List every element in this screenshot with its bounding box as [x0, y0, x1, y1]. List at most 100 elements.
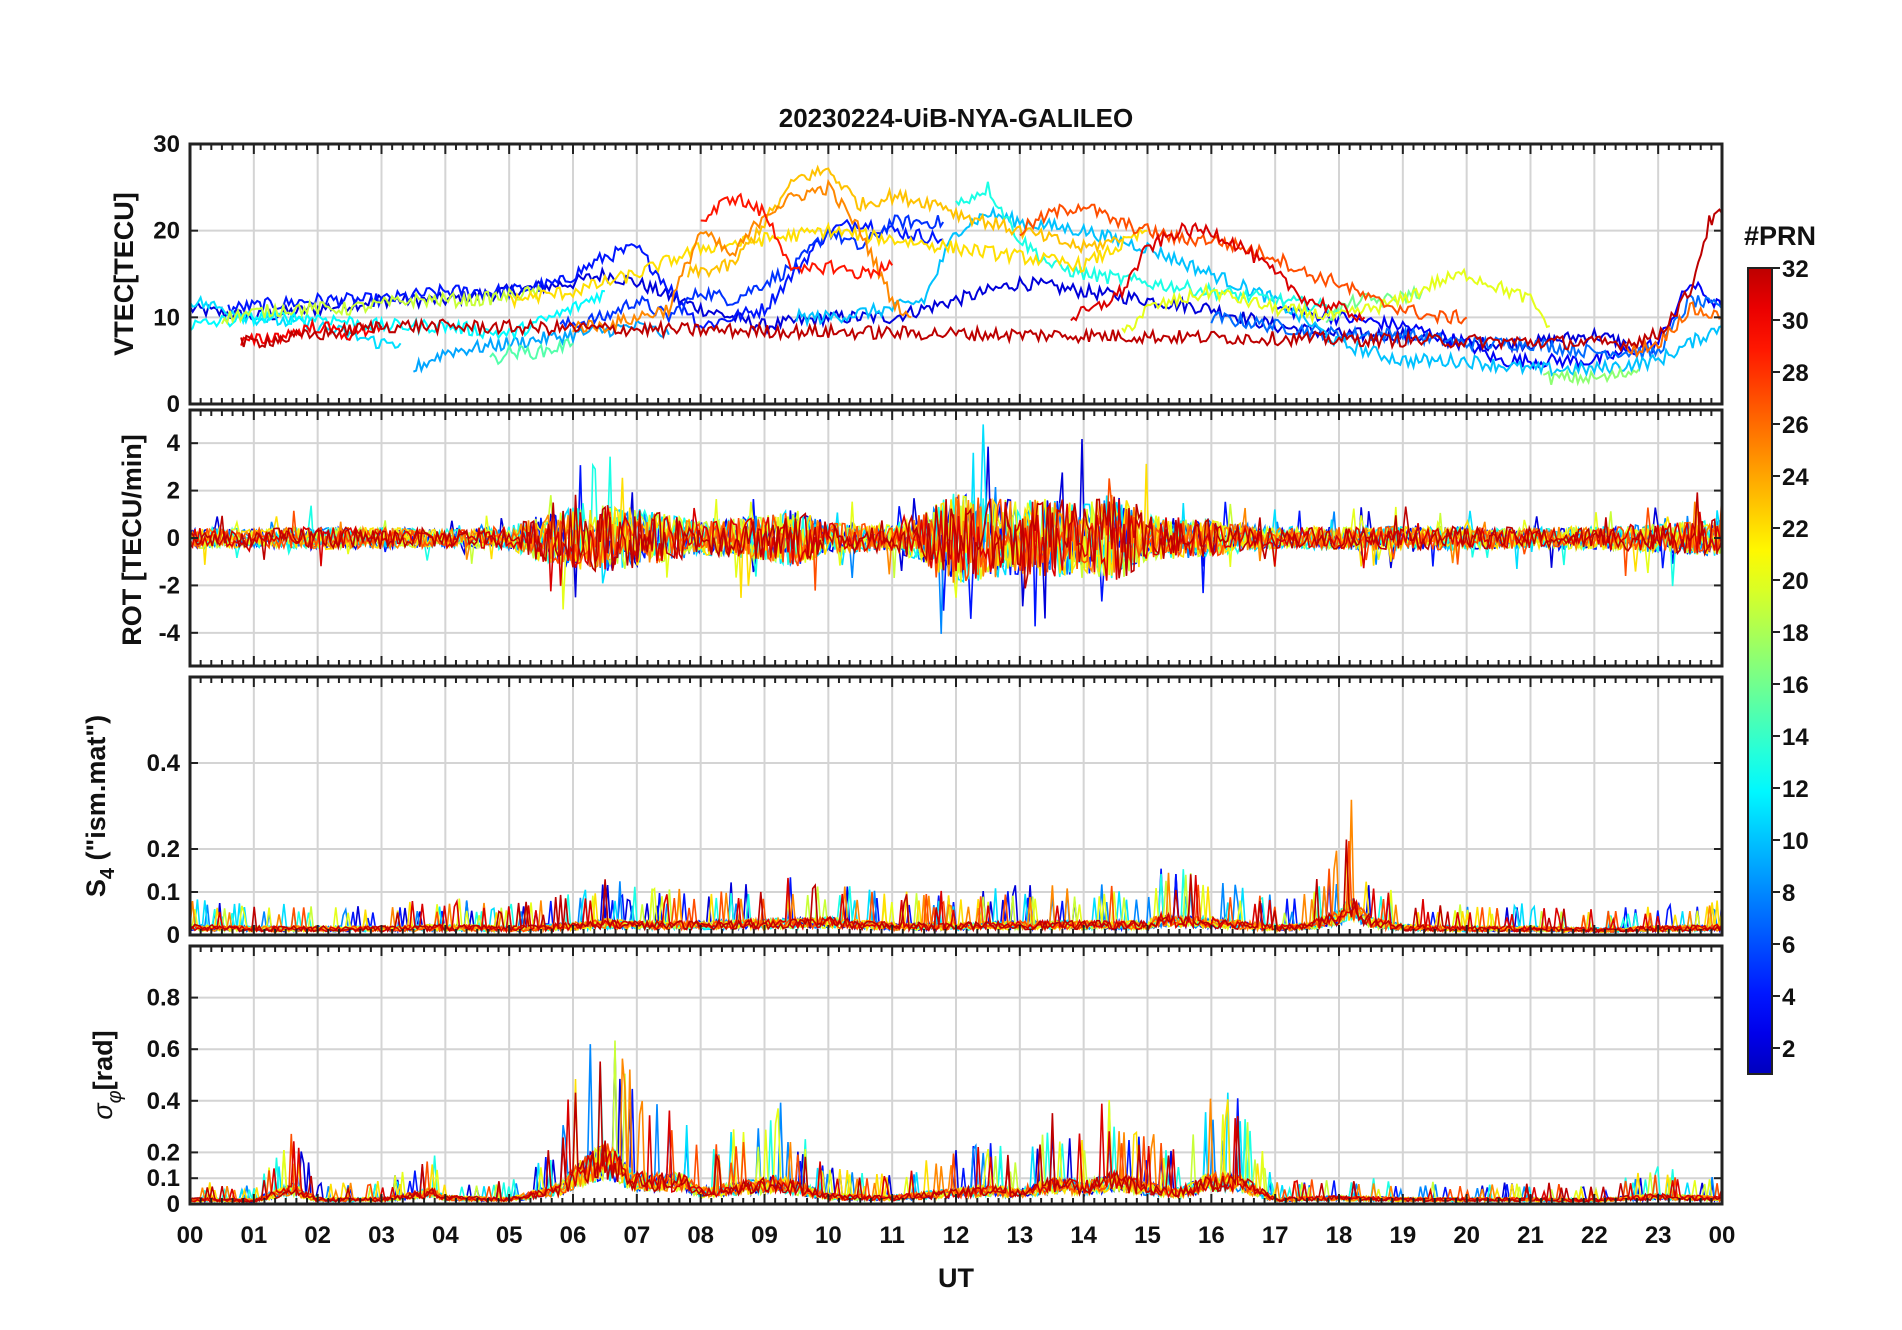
panel-vtec: 0 10 20 30 VTEC[TECU]	[109, 131, 1724, 418]
x-tick-label: 21	[1517, 1222, 1544, 1249]
x-tick-label: 02	[304, 1222, 331, 1249]
y-tick-label: 0.4	[147, 750, 181, 777]
panel-sigma-ytick-labels: 00.10.2 0.4 0.6 0.8	[147, 985, 181, 1218]
colorbar-tick-label: 16	[1782, 672, 1809, 699]
colorbar-tick-label: 20	[1782, 568, 1809, 595]
panel-sigma: 00.10.2 0.4 0.6 0.8 σφ[rad]	[88, 944, 1724, 1218]
y-tick-label: -4	[159, 620, 181, 647]
colorbar-tick-label: 24	[1782, 464, 1809, 491]
y-tick-label: -2	[159, 572, 180, 599]
panel-sigma-ylabel-rest: [rad]	[88, 1030, 118, 1090]
vtec-series-prn-11	[190, 294, 402, 350]
vtec-series-prn-4	[227, 218, 944, 331]
colorbar-tick-label: 10	[1782, 828, 1809, 855]
panel-vtec-series	[190, 164, 1722, 387]
panel-rot-series	[190, 424, 1722, 634]
vtec-series-prn-3	[1274, 280, 1722, 371]
x-tick-label: 01	[240, 1222, 267, 1249]
vtec-series-prn-27	[1019, 202, 1468, 326]
x-tick-label: 05	[496, 1222, 523, 1249]
y-tick-label: 0.2	[147, 1139, 180, 1166]
panel-sigma-grid	[190, 946, 1722, 1204]
colorbar-tick-label: 8	[1782, 880, 1795, 907]
colorbar-tick-label: 22	[1782, 516, 1809, 543]
colorbar-tick-label: 6	[1782, 932, 1795, 959]
colorbar-tick-label: 32	[1782, 256, 1809, 283]
panel-sigma-ylabel-sub: φ	[104, 1090, 126, 1103]
vtec-series-prn-12	[190, 289, 606, 342]
x-tick-label: 06	[560, 1222, 587, 1249]
panel-rot: -4 -2 0 2 4 ROT [TECU/min]	[117, 408, 1724, 668]
panel-s4-ytick-labels: 0 0.1 0.2 0.4	[147, 750, 181, 949]
y-tick-label: 30	[153, 131, 180, 158]
x-tick-label: 00	[177, 1222, 204, 1249]
vtec-series-prn-15	[489, 337, 574, 366]
colorbar-bar	[1747, 267, 1773, 1075]
y-tick-label: 0	[167, 922, 180, 949]
colorbar-tick-label: 30	[1782, 308, 1809, 335]
panel-vtec-ytick-labels: 0 10 20 30	[153, 131, 180, 418]
vtec-series-prn-22	[508, 221, 1148, 310]
y-tick-label: 0.1	[147, 879, 180, 906]
x-tick-label: 16	[1198, 1222, 1225, 1249]
vtec-series-prn-17	[1542, 365, 1640, 387]
y-tick-label: 10	[153, 304, 180, 331]
y-tick-label: 0	[167, 525, 180, 552]
x-tick-label: 08	[687, 1222, 714, 1249]
vtec-series-prn-20	[1121, 267, 1551, 334]
colorbar-tick-label: 26	[1782, 412, 1809, 439]
x-tick-label: 19	[1389, 1222, 1416, 1249]
vtec-series-prn-30	[240, 317, 383, 347]
vtec-series-prn-25	[572, 178, 912, 335]
y-tick-label: 0.1	[147, 1165, 180, 1192]
colorbar-tick-label: 4	[1782, 984, 1796, 1011]
panel-s4-ylabel: S4 ("ism.mat")	[81, 715, 119, 897]
panel-rot-ticks	[189, 410, 1723, 666]
panel-s4-ylabel-sub: 4	[97, 867, 119, 879]
y-tick-label: 2	[167, 478, 180, 505]
vtec-series-prn-2	[190, 266, 1628, 354]
colorbar-tick-label: 14	[1782, 724, 1809, 751]
panel-rot-series-prn-31	[190, 499, 1722, 592]
x-tick-label: 00	[1709, 1222, 1736, 1249]
x-tick-label: 03	[368, 1222, 395, 1249]
x-tick-label: 13	[1006, 1222, 1033, 1249]
y-tick-label: 0.6	[147, 1036, 180, 1063]
x-tick-label: 18	[1326, 1222, 1353, 1249]
vtec-series-prn-10	[795, 205, 1722, 378]
y-tick-label: 0.4	[147, 1088, 181, 1115]
x-tick-label: 07	[623, 1222, 650, 1249]
x-tick-label: 15	[1134, 1222, 1161, 1249]
panel-s4: 0 0.1 0.2 0.4 S4 ("ism.mat")	[81, 675, 1724, 949]
y-tick-label: 0	[167, 391, 180, 418]
panel-s4-ylabel-rest: ("ism.mat")	[81, 715, 111, 868]
y-tick-label: 0.8	[147, 985, 180, 1012]
y-tick-label: 0.2	[147, 836, 180, 863]
x-tick-label: 23	[1645, 1222, 1672, 1249]
panel-vtec-grid	[190, 144, 1722, 404]
colorbar-tick-label: 2	[1782, 1036, 1795, 1063]
x-tick-label: 12	[943, 1222, 970, 1249]
panel-s4-ylabel-main: S	[81, 879, 111, 897]
panel-sigma-ylabel-main: σ	[88, 1102, 118, 1120]
x-tick-label: 22	[1581, 1222, 1608, 1249]
vtec-series-prn-19	[221, 283, 542, 326]
vtec-series-prn-26	[1625, 301, 1722, 359]
panel-rot-ytick-labels: -4 -2 0 2 4	[159, 430, 181, 647]
panel-s4-ticks	[189, 677, 1723, 936]
vtec-series-prn-31	[1070, 221, 1366, 323]
panel-vtec-ylabel: VTEC[TECU]	[109, 192, 139, 356]
panel-rot-series-prn-32	[190, 492, 1722, 589]
x-tick-label: 09	[751, 1222, 778, 1249]
x-tick-label: 10	[815, 1222, 842, 1249]
colorbar-tick-label: 28	[1782, 360, 1809, 387]
colorbar-tick-label: 18	[1782, 620, 1809, 647]
vtec-series-prn-29	[700, 192, 894, 280]
colorbar-title: #PRN	[1744, 221, 1816, 251]
colorbar-tick-label: 12	[1782, 776, 1809, 803]
x-tick-label: 17	[1262, 1222, 1289, 1249]
panel-sigma-ylabel: σφ[rad]	[88, 1030, 126, 1119]
